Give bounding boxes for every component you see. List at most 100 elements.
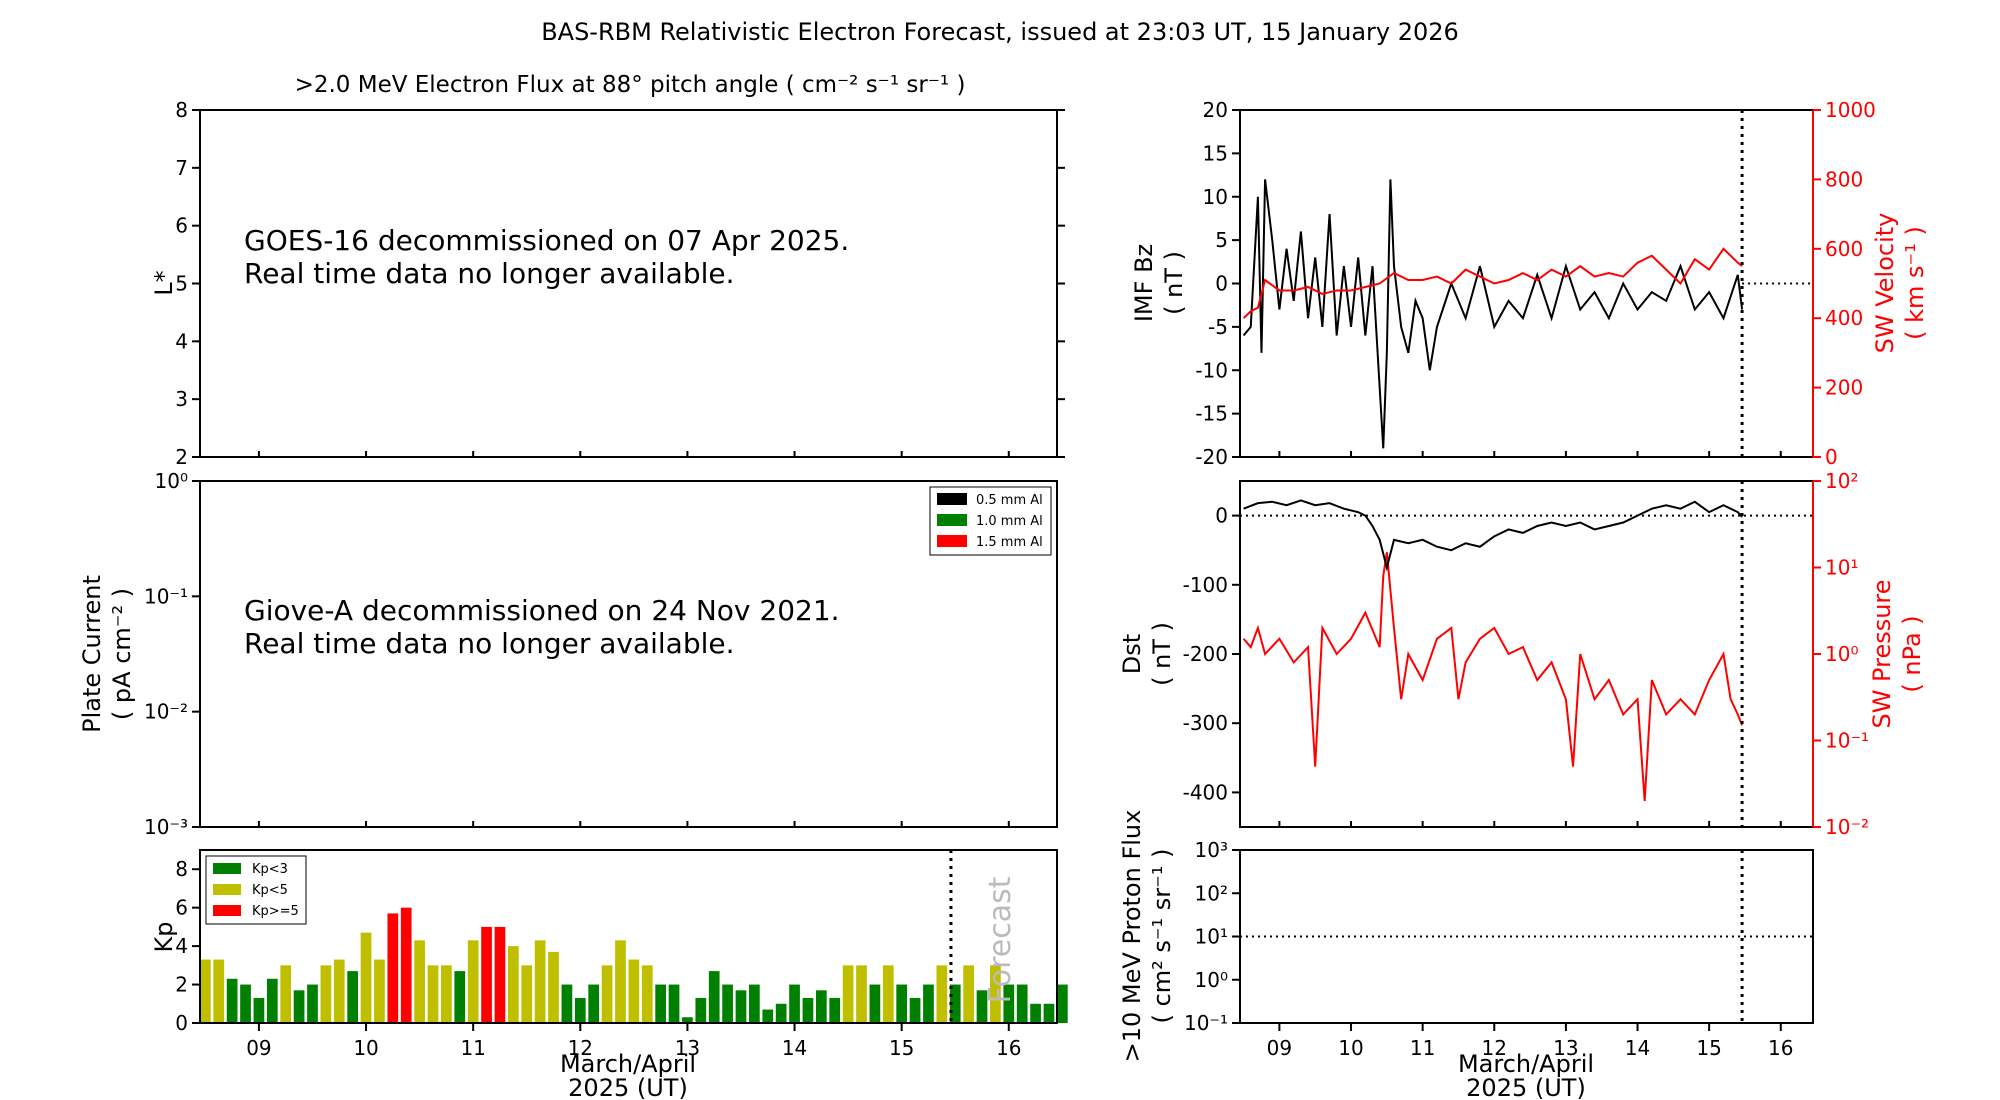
kp-bar xyxy=(481,926,492,1023)
y-tick-label: 5 xyxy=(1215,228,1228,252)
sw-pressure-ylabel-line1: SW Pressure xyxy=(1868,579,1896,728)
y-tick-label: 10⁰ xyxy=(155,469,188,493)
y-tick-label: 4 xyxy=(175,934,188,958)
kp-bar xyxy=(280,965,292,1023)
kp-legend-swatch-mid xyxy=(213,884,241,895)
figure-title: BAS-RBM Relativistic Electron Forecast, … xyxy=(541,18,1459,46)
electron-flux-message-line1: GOES-16 decommissioned on 07 Apr 2025. xyxy=(244,224,849,257)
kp-legend: Kp<3 Kp<5 Kp>=5 xyxy=(205,855,307,925)
kp-bar xyxy=(200,959,211,1023)
kp-bar xyxy=(815,990,827,1023)
y-tick-label: 10⁻³ xyxy=(144,815,188,839)
proton-x-axis: 09 10 11 12 13 14 15 16 xyxy=(1267,1023,1793,1060)
x-tick-label: 16 xyxy=(1768,1036,1793,1060)
kp-bars xyxy=(200,907,1068,1023)
kp-bar xyxy=(400,907,412,1023)
x-tick-label: 13 xyxy=(675,1036,700,1060)
kp-bar xyxy=(320,965,332,1023)
y-tick-label: 4 xyxy=(175,329,188,353)
x-tick-label: 13 xyxy=(1553,1036,1578,1060)
kp-bar xyxy=(1003,984,1015,1023)
kp-bar xyxy=(775,1003,787,1023)
y-tick-label: 6 xyxy=(175,896,188,920)
plate-current-y-axis: 10⁰ 10⁻¹ 10⁻² 10⁻³ xyxy=(144,469,1010,839)
kp-bar xyxy=(253,998,265,1023)
x-tick-label: 14 xyxy=(1625,1036,1650,1060)
y-tick-label: -100 xyxy=(1183,573,1228,597)
kp-bar xyxy=(213,959,225,1023)
kp-bar xyxy=(628,959,640,1023)
electron-flux-message-line2: Real time data no longer available. xyxy=(244,257,735,290)
y-tick-label: 10³ xyxy=(1195,838,1228,862)
electron-flux-title: >2.0 MeV Electron Flux at 88° pitch angl… xyxy=(295,72,966,98)
kp-bar xyxy=(949,984,961,1023)
kp-bar xyxy=(1030,1003,1041,1023)
legend-label-1-0mm: 1.0 mm Al xyxy=(976,514,1043,529)
kp-bar xyxy=(1016,984,1028,1023)
kp-frame xyxy=(199,849,1058,1024)
kp-bar xyxy=(387,913,399,1023)
kp-bar xyxy=(427,965,439,1023)
x-tick-label: 15 xyxy=(1696,1036,1721,1060)
kp-bar xyxy=(1043,1003,1055,1023)
imf-sw-panel: -20 -15 -10 -5 0 5 10 15 20 0 200 400 600 800 1000 IM… xyxy=(1130,98,1929,469)
y-tick-label: 8 xyxy=(175,857,188,881)
y-tick-label: 10⁰ xyxy=(1195,968,1228,992)
kp-legend-label-high: Kp>=5 xyxy=(252,904,299,919)
plate-current-message-line2: Real time data no longer available. xyxy=(244,627,735,660)
kp-bar xyxy=(588,984,600,1023)
imf-ylabel-line1: IMF Bz xyxy=(1130,244,1158,322)
proton-xlabel-line2: 2025 (UT) xyxy=(1466,1074,1586,1100)
kp-x-axis: 09 10 11 12 13 14 15 16 xyxy=(246,1023,1022,1060)
kp-legend-swatch-low xyxy=(213,863,241,874)
kp-bar xyxy=(441,965,452,1023)
y-tick-label-right: 400 xyxy=(1825,306,1863,330)
proton-ylabel-line1: >10 MeV Proton Flux xyxy=(1118,810,1146,1063)
y-tick-label: 15 xyxy=(1203,141,1228,165)
x-tick-label: 10 xyxy=(1338,1036,1363,1060)
kp-ylabel: Kp xyxy=(150,922,178,953)
kp-bar xyxy=(896,984,908,1023)
x-tick-label: 14 xyxy=(782,1036,807,1060)
y-tick-label: -400 xyxy=(1183,780,1228,804)
plate-current-message-line1: Giove-A decommissioned on 24 Nov 2021. xyxy=(244,594,840,627)
imf-left-axis: -20 -15 -10 -5 0 5 10 15 20 xyxy=(1195,98,1240,469)
kp-bar xyxy=(266,978,278,1023)
y-tick-label-right: 10⁰ xyxy=(1825,642,1858,666)
kp-bar xyxy=(293,990,305,1023)
kp-y-axis: 0 2 4 6 8 xyxy=(175,857,200,1035)
plate-current-frame xyxy=(199,480,1058,828)
y-tick-label-right: 10⁻² xyxy=(1825,815,1869,839)
kp-bar xyxy=(708,971,720,1023)
kp-bar xyxy=(360,932,372,1023)
y-tick-label: 20 xyxy=(1203,98,1228,122)
kp-bar xyxy=(789,984,800,1023)
kp-bar xyxy=(829,998,841,1023)
kp-bar xyxy=(682,1017,693,1023)
kp-bar xyxy=(641,965,653,1023)
sw-pressure-right-axis: 10² 10¹ 10⁰ 10⁻¹ 10⁻² xyxy=(1813,469,1869,839)
kp-bar xyxy=(1057,984,1068,1023)
y-tick-label: 5 xyxy=(175,272,188,296)
kp-bar xyxy=(347,971,359,1023)
y-tick-label: -15 xyxy=(1195,402,1228,426)
sw-velocity-ylabel-line1: SW Velocity xyxy=(1871,213,1899,354)
plate-current-panel: 10⁰ 10⁻¹ 10⁻² 10⁻³ Plate Current ( pA cm⁻² … xyxy=(78,469,1058,839)
x-tick-label: 16 xyxy=(996,1036,1021,1060)
x-tick-label: 15 xyxy=(889,1036,914,1060)
plate-current-ylabel-line2: ( pA cm⁻² ) xyxy=(108,588,136,720)
kp-bar xyxy=(695,998,707,1023)
kp-bar xyxy=(923,984,934,1023)
kp-bar xyxy=(963,965,974,1023)
y-tick-label-right: 10¹ xyxy=(1825,556,1858,580)
proton-xlabel-line1: March/April xyxy=(1458,1050,1594,1078)
y-tick-label: 10⁻² xyxy=(144,700,188,724)
x-tick-label: 10 xyxy=(353,1036,378,1060)
kp-bar xyxy=(615,940,626,1023)
y-tick-label: 10⁻¹ xyxy=(144,584,188,608)
kp-bar xyxy=(307,984,318,1023)
sw-velocity-ylabel-line2: ( km s⁻¹ ) xyxy=(1901,226,1929,340)
kp-bar xyxy=(333,959,345,1023)
proton-flux-panel: 10³ 10² 10¹ 10⁰ 10⁻¹ 09 10 11 12 13 14 15 16 >10 Me… xyxy=(1118,810,1814,1100)
